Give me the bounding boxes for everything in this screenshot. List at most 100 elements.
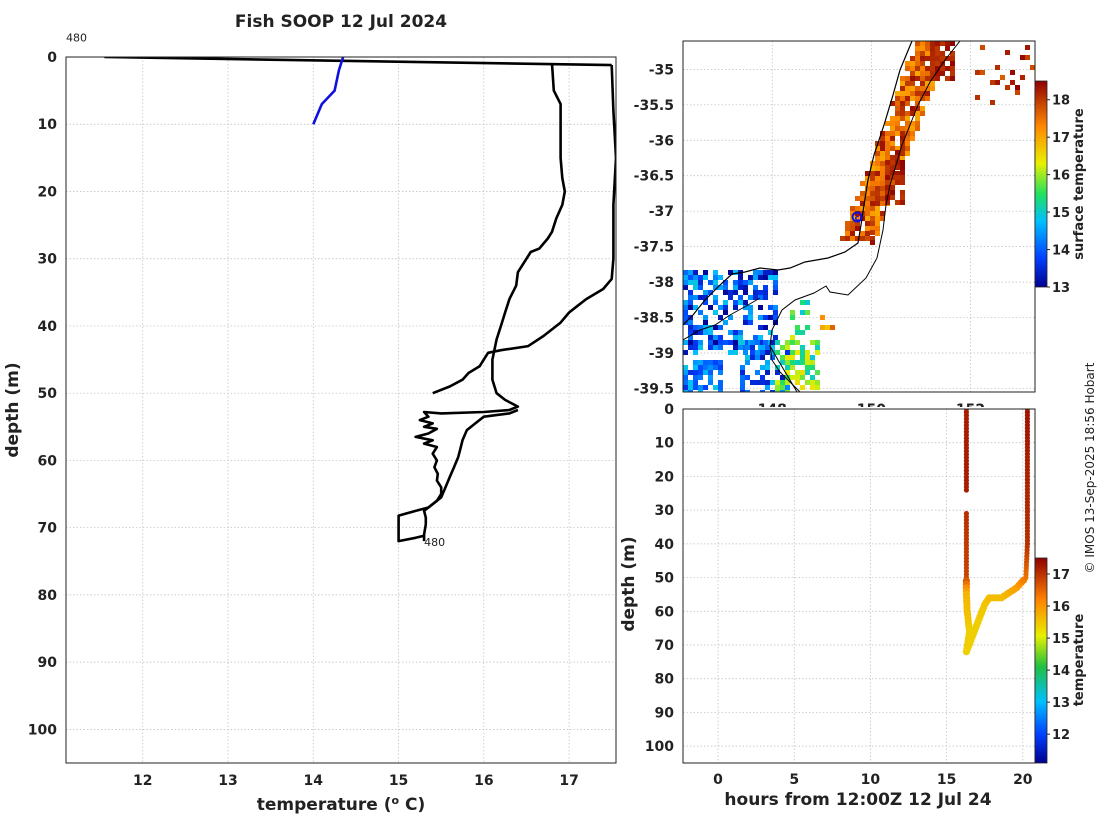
profile-annotations: 480 480	[66, 32, 445, 550]
sst-cell	[763, 290, 768, 295]
profile-y-tick-label: 20	[38, 184, 58, 200]
sst-cell	[950, 51, 955, 56]
sst-cell	[850, 226, 855, 231]
sst-cell	[738, 295, 743, 300]
sst-cell	[855, 226, 860, 231]
sst-cell	[915, 51, 920, 56]
sst-cell	[765, 365, 770, 370]
profile-annotation: 480	[66, 32, 87, 45]
timeseries-axes-frame	[682, 408, 1036, 764]
sst-cell	[775, 370, 780, 375]
bathymetry-contour	[769, 41, 961, 392]
timeseries-colorbar-tick-label: 15	[1052, 632, 1070, 647]
sst-cell	[915, 91, 920, 96]
sst-cell	[728, 350, 733, 355]
sst-cell	[698, 280, 703, 285]
sst-cell	[805, 350, 810, 355]
sst-cell	[800, 370, 805, 375]
sst-cell	[885, 141, 890, 146]
sst-cell	[683, 390, 688, 392]
sst-cell	[713, 270, 718, 275]
sst-cell	[875, 201, 880, 206]
sst-cell	[880, 191, 885, 196]
sst-cell	[895, 150, 900, 155]
sst-cell	[750, 340, 755, 345]
timeseries-colorbar-ticks: 12 13 14 15 16 17	[1047, 568, 1070, 743]
sst-cell	[900, 86, 905, 91]
sst-cell	[743, 280, 748, 285]
sst-cell	[795, 360, 800, 365]
sst-cell	[845, 226, 850, 231]
sst-cell	[683, 385, 688, 390]
sst-cell	[733, 300, 738, 305]
sst-cell	[758, 295, 763, 300]
sst-cell	[800, 350, 805, 355]
sst-cell	[860, 191, 865, 196]
sst-cell	[718, 370, 723, 375]
profile-x-tick-label: 12	[133, 773, 152, 789]
sst-cell	[880, 201, 885, 206]
sst-cell	[905, 151, 910, 156]
sst-cell	[683, 340, 688, 345]
sst-cell	[870, 196, 875, 201]
timeseries-y-tick-label: 20	[655, 469, 675, 485]
sst-cell	[940, 56, 945, 61]
sst-cell	[758, 270, 763, 275]
sst-cell	[980, 45, 985, 50]
sst-cell	[765, 385, 770, 390]
sst-cell	[875, 156, 880, 161]
sst-cell	[815, 385, 820, 390]
sst-cell	[785, 340, 790, 345]
sst-cell	[945, 46, 950, 51]
sst-cell	[698, 285, 703, 290]
sst-cell	[703, 370, 708, 375]
sst-cell	[890, 126, 895, 131]
sst-cell	[860, 231, 865, 236]
sst-cell	[773, 290, 778, 295]
sst-cell	[755, 370, 760, 375]
sst-cell	[900, 91, 905, 96]
sst-cell	[750, 350, 755, 355]
profile-y-tick-label: 70	[38, 521, 58, 537]
sst-cell	[865, 231, 870, 236]
sst-cell	[900, 170, 905, 175]
sst-cell	[875, 176, 880, 181]
sst-cell	[895, 101, 900, 106]
sst-cell	[708, 335, 713, 340]
sst-cell	[815, 345, 820, 350]
sst-cell	[875, 181, 880, 186]
sst-cell	[738, 280, 743, 285]
sst-cell	[733, 305, 738, 310]
sst-cell	[780, 355, 785, 360]
sst-cell	[688, 320, 693, 325]
sst-cell	[723, 285, 728, 290]
timeseries-grid	[683, 408, 1035, 763]
sst-cell	[880, 196, 885, 201]
sst-cell	[880, 146, 885, 151]
sst-cell	[693, 385, 698, 390]
sst-cell	[850, 211, 855, 216]
sst-cell	[885, 190, 890, 195]
sst-cell	[870, 171, 875, 176]
sst-cell	[885, 136, 890, 141]
sst-cell	[763, 340, 768, 345]
sst-cell	[738, 275, 743, 280]
sst-cell	[773, 285, 778, 290]
sst-cell	[785, 365, 790, 370]
map-area	[683, 41, 1035, 392]
sst-cell	[925, 81, 930, 86]
map-colorbar-tick-label: 15	[1052, 206, 1070, 221]
sst-cell	[890, 181, 895, 186]
sst-cell	[890, 141, 895, 146]
sst-cell	[900, 165, 905, 170]
sst-cell	[775, 380, 780, 385]
sst-cell	[865, 186, 870, 191]
timeseries-colorbar	[1034, 557, 1048, 764]
sst-cell	[870, 236, 875, 241]
sst-cell	[860, 196, 865, 201]
sst-cell	[743, 290, 748, 295]
sst-cell	[890, 116, 895, 121]
sst-cell	[693, 375, 698, 380]
sst-cell	[865, 221, 870, 226]
sst-cell	[930, 66, 935, 71]
